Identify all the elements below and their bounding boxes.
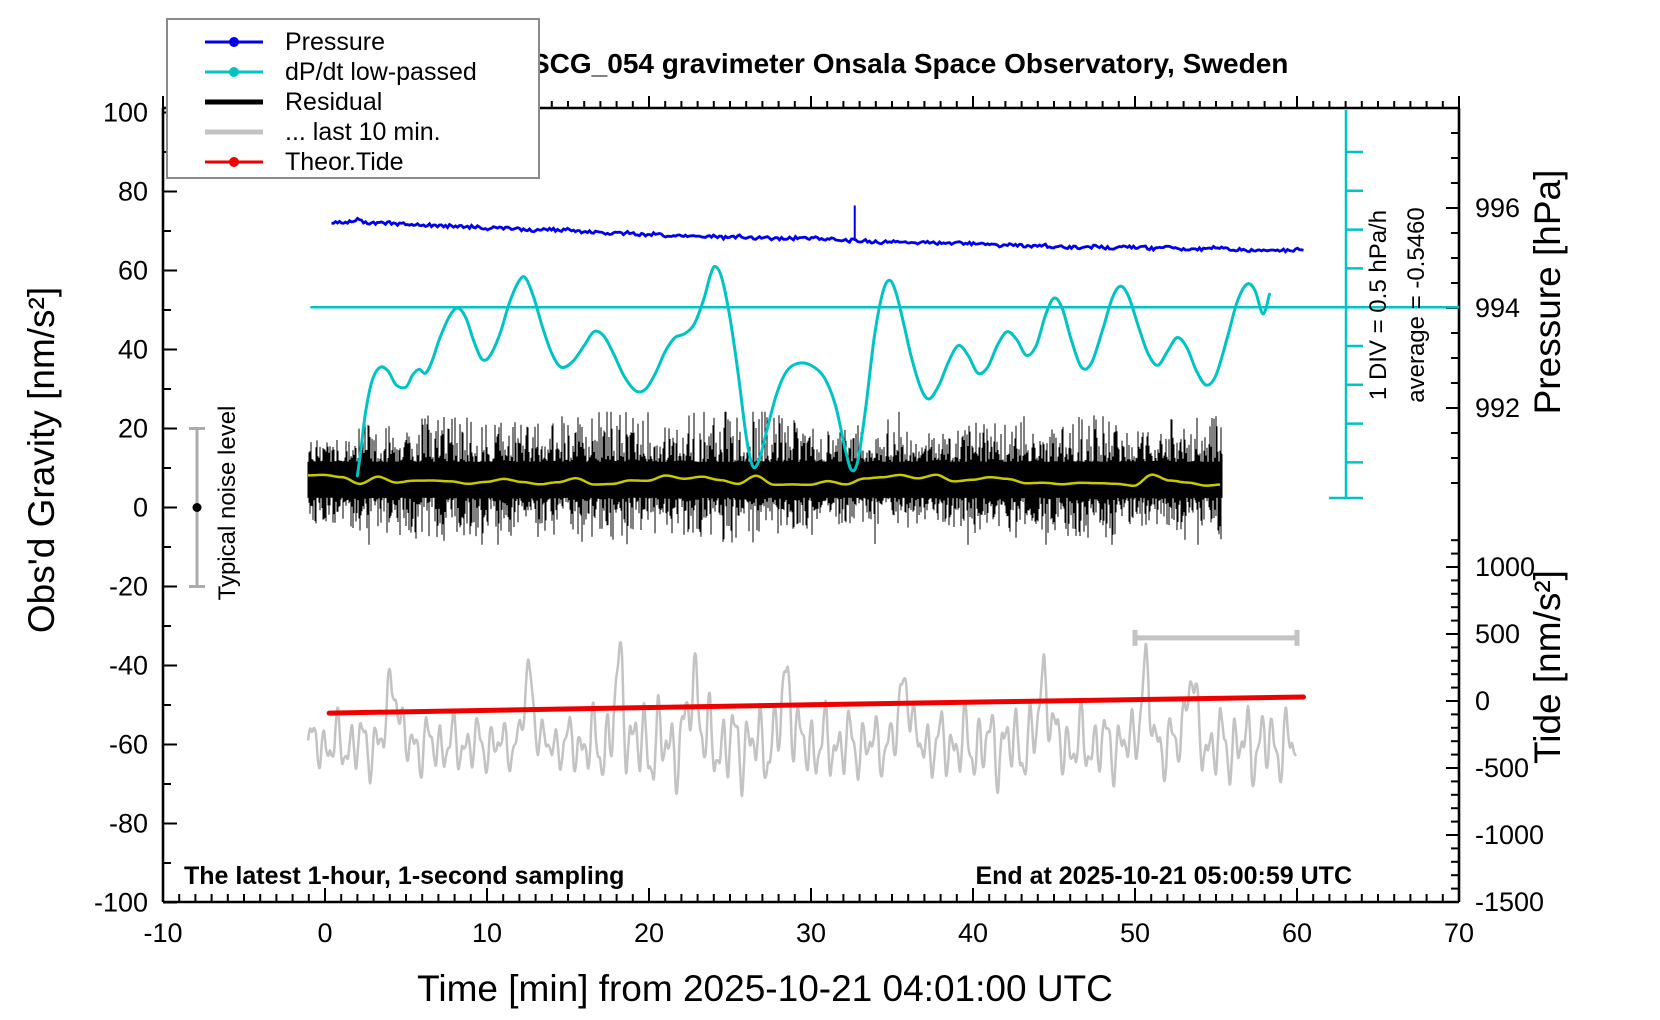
legend-item-pressure: Pressure bbox=[168, 27, 538, 57]
residual-smoothed-line bbox=[307, 473, 1221, 487]
x-tick-label: 30 bbox=[796, 918, 826, 948]
end-time-note: End at 2025-10-21 05:00:59 UTC bbox=[975, 862, 1352, 890]
legend-line-pressure-icon bbox=[205, 35, 263, 49]
legend-sample-line bbox=[205, 99, 263, 105]
gravity-tick-label: 60 bbox=[118, 256, 148, 286]
sampling-note: The latest 1-hour, 1-second sampling bbox=[184, 862, 625, 890]
y-axis-label-pressure: Pressure [hPa] bbox=[1527, 169, 1568, 415]
chart-title: SCG_054 gravimeter Onsala Space Observat… bbox=[531, 48, 1289, 79]
legend-label: Residual bbox=[285, 87, 383, 116]
last10-stretched-curve bbox=[306, 641, 1298, 798]
gravity-tick-label: 20 bbox=[118, 414, 148, 444]
pressure-tick-label: 996 bbox=[1475, 193, 1520, 223]
legend-item-last10: ... last 10 min. bbox=[168, 117, 538, 147]
legend-item-residual: Residual bbox=[168, 87, 538, 117]
gravity-tick-label: -80 bbox=[109, 809, 148, 839]
legend-label: Theor.Tide bbox=[285, 147, 404, 176]
legend-item-theortide: Theor.Tide bbox=[168, 147, 538, 177]
x-tick-label: 0 bbox=[317, 918, 332, 948]
noise-level-label: Typical noise level bbox=[214, 405, 241, 601]
gravity-tick-label: -40 bbox=[109, 651, 148, 681]
gravity-tick-label: -20 bbox=[109, 572, 148, 602]
tide-tick-label: -1500 bbox=[1475, 887, 1544, 917]
y-axis-label-gravity: Obs'd Gravity [nm/s²] bbox=[21, 286, 62, 634]
tick-labels: -10 0 10 20 30 40 50 60 70-100-80-60-40-20020406… bbox=[94, 98, 1544, 949]
noise-level-errorbar bbox=[189, 427, 206, 588]
legend-label: dP/dt low-passed bbox=[285, 57, 477, 86]
average-label: average = -0.5460 bbox=[1403, 207, 1430, 403]
axis-ticks bbox=[162, 96, 1460, 904]
tide-tick-label: -1000 bbox=[1475, 820, 1544, 850]
tide-tick-label: 0 bbox=[1475, 686, 1490, 716]
x-tick-label: -10 bbox=[143, 918, 182, 948]
legend-line-dpdt-icon bbox=[205, 65, 263, 79]
pressure-trace bbox=[331, 216, 1304, 254]
gravity-tick-label: 40 bbox=[118, 335, 148, 365]
x-tick-label: 40 bbox=[958, 918, 988, 948]
x-axis-label: Time [min] from 2025-10-21 04:01:00 UTC bbox=[417, 968, 1113, 1009]
legend-sample-dot bbox=[229, 37, 239, 47]
dpdt-curve bbox=[355, 264, 1271, 478]
x-tick-label: 70 bbox=[1444, 918, 1474, 948]
legend-line-residual-icon bbox=[205, 95, 263, 109]
x-tick-label: 50 bbox=[1120, 918, 1150, 948]
legend-line-theortide-icon bbox=[205, 155, 263, 169]
legend-item-dpdt: dP/dt low-passed bbox=[168, 57, 538, 87]
last10-interval-bar bbox=[1132, 629, 1300, 646]
legend-label: ... last 10 min. bbox=[285, 117, 441, 146]
x-tick-label: 60 bbox=[1282, 918, 1312, 948]
gravity-tick-label: -60 bbox=[109, 730, 148, 760]
gravity-tick-label: 0 bbox=[133, 493, 148, 523]
gravity-tick-label: 80 bbox=[118, 177, 148, 207]
legend-box: Pressure dP/dt low-passed Residual ... l… bbox=[166, 18, 540, 179]
legend-sample-dot bbox=[229, 157, 239, 167]
tide-tick-label: -500 bbox=[1475, 753, 1529, 783]
pressure-tick-label: 992 bbox=[1475, 393, 1520, 423]
gravity-tick-label: -100 bbox=[94, 888, 148, 918]
legend-line-last10-icon bbox=[205, 125, 263, 139]
y-axis-label-tide: Tide [nm/s²] bbox=[1527, 570, 1568, 764]
div-scale-label: 1 DIV = 0.5 hPa/h bbox=[1365, 209, 1392, 401]
pressure-tick-label: 994 bbox=[1475, 293, 1520, 323]
x-tick-label: 10 bbox=[472, 918, 502, 948]
gravity-tick-label: 100 bbox=[103, 98, 148, 128]
legend-sample-line bbox=[205, 129, 263, 135]
noise-errorbar-dot bbox=[192, 503, 202, 512]
legend-sample-dot bbox=[229, 67, 239, 77]
x-tick-label: 20 bbox=[634, 918, 664, 948]
tide-tick-label: 1000 bbox=[1475, 552, 1535, 582]
theor-tide-line bbox=[326, 694, 1306, 716]
legend-label: Pressure bbox=[285, 27, 386, 56]
tide-tick-label: 500 bbox=[1475, 619, 1520, 649]
